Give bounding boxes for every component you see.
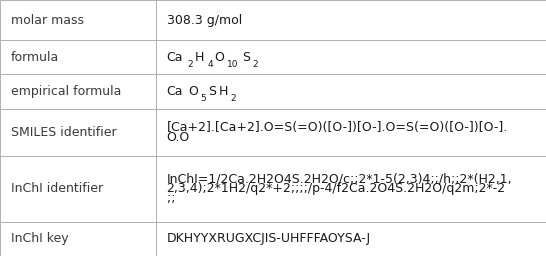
Text: 308.3 g/mol: 308.3 g/mol (167, 14, 242, 27)
Text: 5: 5 (200, 94, 206, 103)
Text: DKHYYXRUGXCJIS-UHFFFAOYSA-J: DKHYYXRUGXCJIS-UHFFFAOYSA-J (167, 232, 371, 245)
Text: empirical formula: empirical formula (11, 85, 121, 98)
Text: 2: 2 (252, 60, 258, 69)
Text: H: H (218, 85, 228, 98)
Text: Ca: Ca (167, 85, 183, 98)
Text: O: O (215, 51, 224, 64)
Text: molar mass: molar mass (11, 14, 84, 27)
Text: 4: 4 (207, 60, 213, 69)
Text: O: O (188, 85, 198, 98)
Text: Ca: Ca (167, 51, 183, 64)
Text: InChI key: InChI key (11, 232, 69, 245)
Text: 10: 10 (227, 60, 239, 69)
Text: S: S (208, 85, 216, 98)
Text: O.O: O.O (167, 131, 190, 144)
Text: 2: 2 (230, 94, 236, 103)
Text: 2: 2 (188, 60, 193, 69)
Text: InChI identifier: InChI identifier (11, 183, 103, 195)
Text: [Ca+2].[Ca+2].O=S(=O)([O-])[O-].O=S(=O)([O-])[O-].: [Ca+2].[Ca+2].O=S(=O)([O-])[O-].O=S(=O)(… (167, 121, 508, 134)
Text: ;;: ;; (167, 192, 175, 205)
Text: H: H (195, 51, 204, 64)
Text: formula: formula (11, 51, 59, 64)
Text: S: S (242, 51, 250, 64)
Text: InChI=1/2Ca.2H2O4S.2H2O/c;;2*1-5(2,3)4;;/h;;2*(H2,1,: InChI=1/2Ca.2H2O4S.2H2O/c;;2*1-5(2,3)4;;… (167, 173, 512, 186)
Text: SMILES identifier: SMILES identifier (11, 126, 116, 139)
Text: 2,3,4);2*1H2/q2*+2;;;;/p-4/f2Ca.2O4S.2H2O/q2m;2*-2: 2,3,4);2*1H2/q2*+2;;;;/p-4/f2Ca.2O4S.2H2… (167, 183, 506, 195)
